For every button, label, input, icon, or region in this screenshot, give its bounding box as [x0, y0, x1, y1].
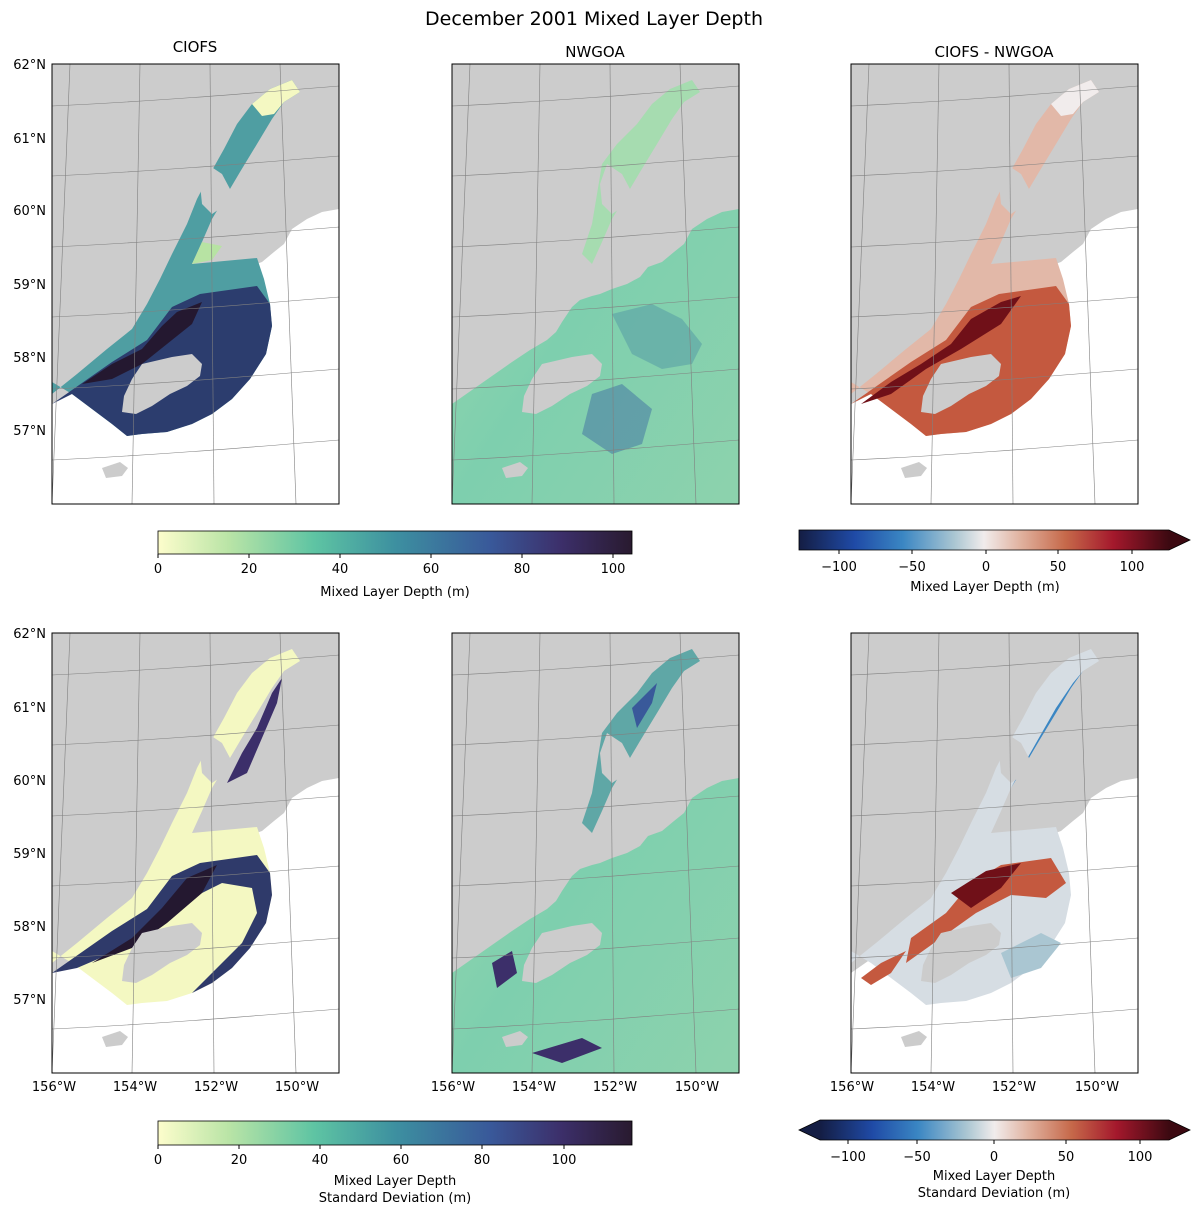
lon-label: 154°W [512, 1080, 556, 1095]
colorbar-tick: 0 [154, 562, 162, 577]
colorbar-tick: 60 [393, 1153, 410, 1168]
lon-label: 154°W [911, 1080, 955, 1095]
highest-std-band [92, 865, 217, 963]
lon-label: 156°W [830, 1080, 874, 1095]
colorbar-tick: 20 [241, 562, 258, 577]
colorbar-bottom-left: 0 20 40 60 80 100 Mixed Layer Depth Stan… [154, 1120, 633, 1206]
inlet-channel [632, 683, 657, 728]
colorbar-tick: 100 [601, 562, 626, 577]
lon-label: 150°W [675, 1080, 719, 1095]
colorbar-tick: −50 [903, 1150, 930, 1165]
lon-label: 156°W [431, 1080, 475, 1095]
strong-positive-band [951, 863, 1021, 908]
map-panel-nwgoa-std [451, 632, 740, 1074]
colorbar-label-line1: Mixed Layer Depth [334, 1174, 456, 1189]
lat-label: 60°N [13, 204, 46, 219]
colorbar-tick: −100 [830, 1150, 866, 1165]
lat-axis-row1: 62°N 61°N 60°N 59°N 58°N 57°N [13, 58, 46, 439]
lon-label: 152°W [593, 1080, 637, 1095]
colorbar-tick: 50 [1058, 1150, 1075, 1165]
shelf-front [532, 1038, 602, 1063]
strong-positive-band [861, 296, 1021, 404]
colorbar-top-right: −100 −50 0 50 100 Mixed Layer Depth (m) [798, 529, 1191, 595]
map-panel-ciofs-mld [51, 63, 340, 505]
colorbar-tick: 80 [474, 1153, 491, 1168]
positive-difference-region [906, 858, 1066, 963]
high-std-region [52, 855, 272, 993]
shallow-shelf [192, 242, 222, 264]
deep-eddy [612, 304, 702, 369]
col-title-difference: CIOFS - NWGOA [934, 43, 1054, 61]
shallow-head [252, 80, 300, 116]
lat-label: 61°N [13, 701, 46, 716]
shelf-eddy [492, 951, 517, 988]
colorbar-tick: 60 [423, 562, 440, 577]
colorbar-tick: 50 [1050, 560, 1067, 575]
map-panel-nwgoa-mld [451, 63, 740, 505]
colorbar-tick: 0 [154, 1153, 162, 1168]
colorbar-tick: 40 [332, 562, 349, 577]
lon-axis-difference: 156°W 154°W 152°W 150°W [830, 1080, 1119, 1095]
colorbar-tick: 20 [231, 1153, 248, 1168]
colorbar-top-left: 0 20 40 60 80 100 Mixed Layer Depth (m) [154, 530, 633, 600]
lat-label: 59°N [13, 847, 46, 862]
lon-axis-ciofs: 156°W 154°W 152°W 150°W [32, 1080, 319, 1095]
colorbar-label: Mixed Layer Depth (m) [320, 585, 469, 600]
lat-label: 57°N [13, 424, 46, 439]
colorbar-label-line2: Standard Deviation (m) [918, 1186, 1070, 1201]
colorbar-tick: 100 [1120, 560, 1145, 575]
colorbar-extend-max [1169, 530, 1190, 550]
map-panel-difference-mld [850, 63, 1139, 505]
colorbar-label-line1: Mixed Layer Depth [933, 1169, 1055, 1184]
colorbar-bottom-right: −100 −50 0 50 100 Mixed Layer Depth Stan… [798, 1119, 1191, 1201]
lat-label: 57°N [13, 993, 46, 1008]
colorbar-tick: 0 [990, 1150, 998, 1165]
negative-difference-shelf [1001, 933, 1061, 978]
colorbar-label-line2: Standard Deviation (m) [319, 1191, 471, 1206]
lat-label: 59°N [13, 278, 46, 293]
colorbar-tick: 80 [514, 562, 531, 577]
lat-label: 62°N [13, 58, 46, 73]
colorbar-extend-max [1169, 1120, 1190, 1140]
colorbar-tick: 100 [552, 1153, 577, 1168]
lon-axis-nwgoa: 156°W 154°W 152°W 150°W [431, 1080, 719, 1095]
lon-label: 150°W [1075, 1080, 1119, 1095]
colorbar-extend-min [799, 1120, 820, 1140]
colorbar-tick: 100 [1128, 1150, 1153, 1165]
map-panel-difference-std [850, 632, 1139, 1074]
figure-title: December 2001 Mixed Layer Depth [425, 8, 763, 30]
colorbar-label: Mixed Layer Depth (m) [910, 580, 1059, 595]
col-title-nwgoa: NWGOA [565, 43, 625, 61]
colorbar-tick: 40 [312, 1153, 329, 1168]
lon-label: 152°W [992, 1080, 1036, 1095]
lat-label: 61°N [13, 132, 46, 147]
lon-label: 156°W [32, 1080, 76, 1095]
inlet-channel [227, 678, 282, 783]
deep-trough [582, 384, 652, 454]
col-title-ciofs: CIOFS [173, 38, 218, 56]
lat-axis-row2: 62°N 61°N 60°N 59°N 58°N 57°N [13, 627, 46, 1008]
lon-label: 152°W [194, 1080, 238, 1095]
colorbar-tick: 0 [982, 560, 990, 575]
colorbar-tick: −100 [821, 560, 857, 575]
deepest-mld-band [82, 302, 202, 384]
lat-label: 60°N [13, 774, 46, 789]
lat-label: 58°N [13, 351, 46, 366]
map-panel-ciofs-std [51, 632, 340, 1074]
lon-label: 154°W [113, 1080, 157, 1095]
lon-label: 150°W [275, 1080, 319, 1095]
lat-label: 62°N [13, 627, 46, 642]
colorbar-tick: −50 [898, 560, 925, 575]
lat-label: 58°N [13, 920, 46, 935]
